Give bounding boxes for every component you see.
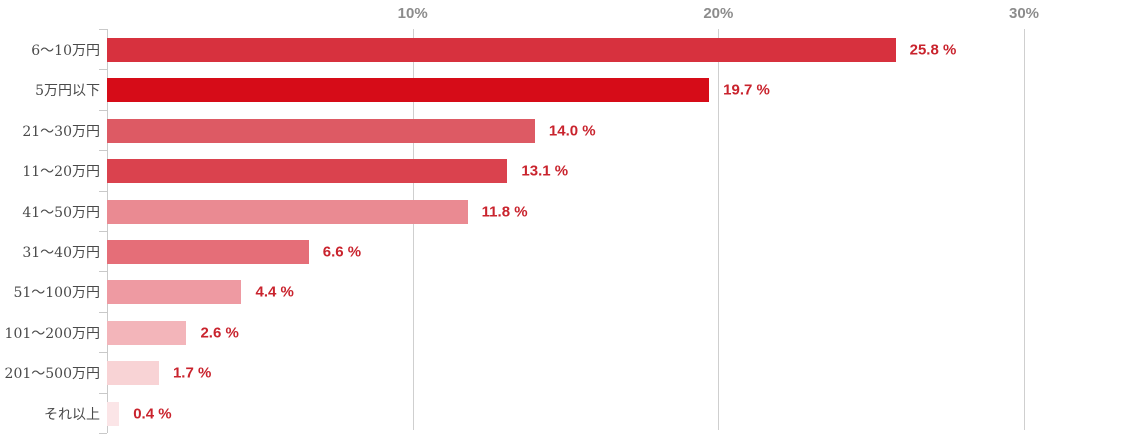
value-label: 0.4 %	[133, 405, 172, 423]
bar-row: それ以上 0.4 %	[0, 401, 1123, 427]
x-tick-label: 10%	[397, 5, 428, 22]
bar-row: 11〜20万円 13.1 %	[0, 158, 1123, 184]
bar-row: 5万円以下 19.7 %	[0, 77, 1123, 103]
y-axis-tick	[99, 392, 107, 394]
x-tick-label: 30%	[1008, 5, 1040, 22]
value-label: 11.8 %	[481, 203, 528, 221]
bar-row: 51〜100万円 4.4 %	[0, 279, 1123, 305]
bar	[107, 401, 120, 426]
category-label: 51〜100万円	[13, 285, 100, 302]
category-label: 11〜20万円	[22, 164, 100, 181]
bar-row: 101〜200万円 2.6 %	[0, 320, 1123, 346]
y-axis-tick	[99, 352, 107, 354]
y-axis-line	[107, 29, 108, 433]
category-label: 6〜10万円	[31, 43, 100, 59]
y-axis-tick	[99, 190, 107, 192]
bar	[107, 361, 159, 386]
x-gridline	[718, 29, 720, 430]
category-label: 31〜40万円	[22, 245, 100, 261]
y-axis-tick	[99, 150, 107, 152]
y-axis-tick	[99, 69, 107, 71]
category-label: 101〜200万円	[4, 325, 100, 342]
category-label: 41〜50万円	[22, 204, 100, 221]
x-tick-label: 20%	[703, 5, 734, 22]
y-axis-tick	[99, 231, 107, 232]
bar-row: 21〜30万円 14.0 %	[0, 118, 1123, 144]
value-label: 2.6 %	[200, 324, 239, 342]
x-gridline	[412, 29, 414, 430]
category-label: それ以上	[44, 406, 100, 423]
bar-row: 6〜10万円 25.8 %	[0, 37, 1123, 63]
y-axis-tick	[99, 271, 107, 273]
y-axis-tick	[99, 433, 107, 434]
bar-row: 41〜50万円 11.8 %	[0, 199, 1123, 225]
bar	[107, 78, 710, 103]
bar	[107, 38, 896, 62]
category-label: 5万円以下	[35, 83, 100, 100]
x-gridline	[1024, 29, 1025, 430]
bar	[107, 240, 309, 264]
value-label: 4.4 %	[255, 283, 294, 301]
y-axis-tick	[99, 29, 107, 30]
y-axis-tick	[99, 109, 107, 111]
bar	[107, 320, 187, 345]
bar	[107, 199, 468, 224]
bar	[107, 280, 242, 305]
bar	[107, 118, 535, 143]
value-label: 6.6 %	[322, 243, 362, 261]
value-label: 19.7 %	[723, 81, 770, 99]
value-label: 25.8 %	[909, 41, 957, 59]
value-label: 13.1 %	[521, 162, 569, 180]
bar	[107, 159, 508, 184]
category-label: 21〜30万円	[22, 123, 100, 140]
value-label: 1.7 %	[172, 364, 212, 382]
bar-row: 31〜40万円 6.6 %	[0, 239, 1123, 265]
y-axis-tick	[99, 311, 107, 313]
category-label: 201〜500万円	[4, 366, 100, 383]
value-label: 14.0 %	[548, 122, 596, 140]
bar-row: 201〜500万円 1.7 %	[0, 360, 1123, 386]
